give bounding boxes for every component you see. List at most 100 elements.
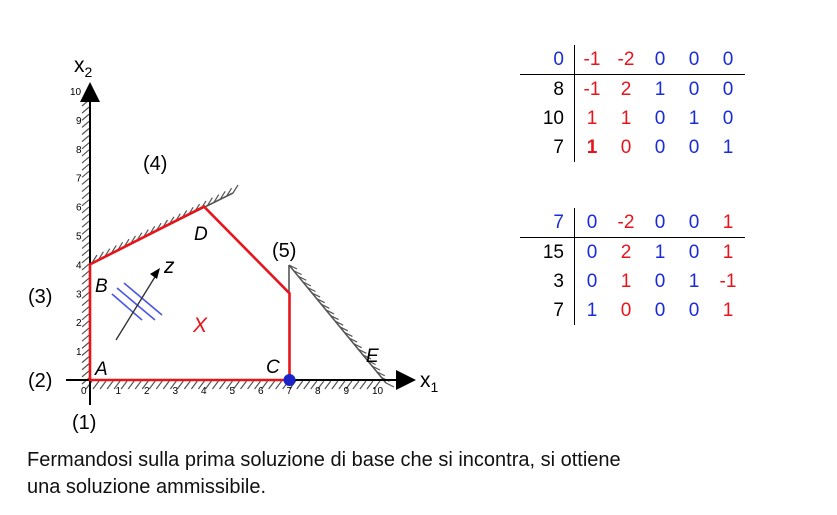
hatch-mark: [99, 380, 107, 390]
tableau-cell: 1: [722, 136, 734, 158]
x-tick-label: 5: [230, 386, 236, 397]
x-tick-label: 10: [372, 386, 384, 397]
hatch-mark: [81, 142, 90, 150]
x-tick-label: 1: [116, 386, 122, 397]
hatch-mark: [81, 349, 90, 356]
hatch-mark: [81, 120, 90, 128]
tableau-cell: 0: [574, 208, 609, 238]
tableau-cell: 0: [677, 45, 711, 75]
hatch-mark: [81, 213, 90, 221]
tableau-cell: -1: [719, 270, 737, 292]
hatch-mark: [310, 380, 318, 390]
hatch-mark: [366, 380, 374, 390]
tableau-cell: 0: [722, 107, 734, 129]
vertex-label-c: C: [266, 357, 280, 378]
tableau-cell: 1: [688, 270, 700, 292]
hatch-mark: [176, 380, 184, 390]
tableau-cell: 1: [620, 107, 632, 129]
hatch-mark: [81, 220, 90, 228]
hatch-mark: [81, 99, 90, 107]
constraint-label-2: (2): [28, 370, 52, 392]
tableau-cell: 0: [688, 136, 700, 158]
x-tick-label: 0: [81, 386, 87, 397]
hatch-mark: [81, 170, 90, 178]
hatch-mark: [261, 380, 269, 390]
hatch-mark: [81, 284, 90, 292]
hatch-mark: [81, 156, 90, 164]
current-basic-solution-point: [283, 374, 296, 386]
hatch-mark: [81, 249, 90, 257]
tableau-cell: 0: [688, 78, 700, 100]
hatch-mark: [148, 380, 156, 390]
hatch-mark: [81, 370, 90, 378]
tableau-row: 8 -1 2 1 0 0: [520, 74, 745, 104]
hatch-mark: [81, 192, 90, 200]
y-axis-label: x2: [74, 54, 93, 80]
hatch-mark: [213, 194, 220, 203]
tableau-cell: 0: [643, 208, 677, 238]
hatch-mark: [81, 299, 90, 307]
constraint-label-4: (4): [143, 153, 167, 175]
hatch-mark: [226, 187, 233, 197]
hatch-mark: [331, 380, 339, 390]
hatch-mark: [81, 206, 90, 214]
tableau-cell: 2: [620, 78, 632, 100]
hatch-mark: [206, 197, 213, 207]
objective-arrow-head: [150, 268, 160, 279]
hatch-mark: [190, 380, 198, 390]
tableau-objective-row: 0 -1 -2 0 0 0: [520, 45, 745, 75]
x-tick-label: 4: [201, 386, 207, 397]
tableau-cell: -2: [609, 45, 643, 75]
tableau-cell: 0: [654, 299, 666, 321]
tableau-cell: 0: [688, 299, 700, 321]
hatch-mark: [317, 380, 325, 390]
hatch-mark: [81, 306, 90, 314]
y-tick-label: 2: [76, 318, 82, 329]
hatch-mark: [268, 380, 276, 390]
x-tick-label: 9: [344, 386, 350, 397]
hatch-mark: [92, 380, 100, 390]
y-tick-label: 10: [70, 87, 82, 98]
hatch-mark: [141, 380, 149, 390]
tableau-cell: 1: [654, 241, 666, 263]
hatch-mark: [162, 380, 170, 390]
vertex-label-b: B: [95, 276, 108, 297]
hatch-mark: [254, 380, 262, 390]
hatch-mark: [120, 380, 128, 390]
hatch-mark: [338, 380, 346, 390]
hatch-mark: [81, 292, 90, 299]
y-tick-label: 7: [76, 174, 82, 185]
y-tick-label: 1: [76, 347, 82, 358]
constraint-label-3: (3): [28, 286, 52, 308]
hatch-mark: [232, 184, 239, 194]
x-axis-ticks: 0 1 2 3 4 5 6 7 8 9 10: [81, 386, 384, 397]
hatch-mark: [81, 113, 90, 121]
tableau-rhs-cell: 3: [520, 267, 575, 296]
constraint-label-5: (5): [272, 240, 296, 262]
vertex-label-a: A: [94, 359, 108, 380]
y-tick-label: 6: [76, 203, 82, 214]
objective-level-lines: [111, 282, 163, 321]
y-tick-label: 4: [76, 260, 82, 271]
tableau-cell: 0: [711, 45, 745, 75]
hatch-mark: [359, 380, 367, 390]
tableau-row: 3 0 1 0 1 -1: [520, 267, 745, 296]
hatch-mark: [211, 380, 219, 390]
hatch-mark: [352, 380, 360, 390]
tableau-rhs-cell: 15: [520, 237, 575, 267]
tableau-rhs-cell: 7: [520, 296, 575, 325]
tableau-rhs-cell: 7: [520, 133, 575, 162]
hatch-mark: [81, 227, 90, 235]
feasible-region: [88, 205, 291, 382]
vertex-label-d: D: [194, 224, 208, 245]
tableau-cell: 0: [586, 270, 598, 292]
tableau-cell: 0: [620, 136, 632, 158]
hatch-mark: [81, 363, 90, 371]
x-tick-label: 6: [258, 386, 264, 397]
hatch-mark: [240, 380, 248, 390]
hatch-mark: [127, 380, 135, 390]
hatch-mark: [226, 380, 233, 390]
